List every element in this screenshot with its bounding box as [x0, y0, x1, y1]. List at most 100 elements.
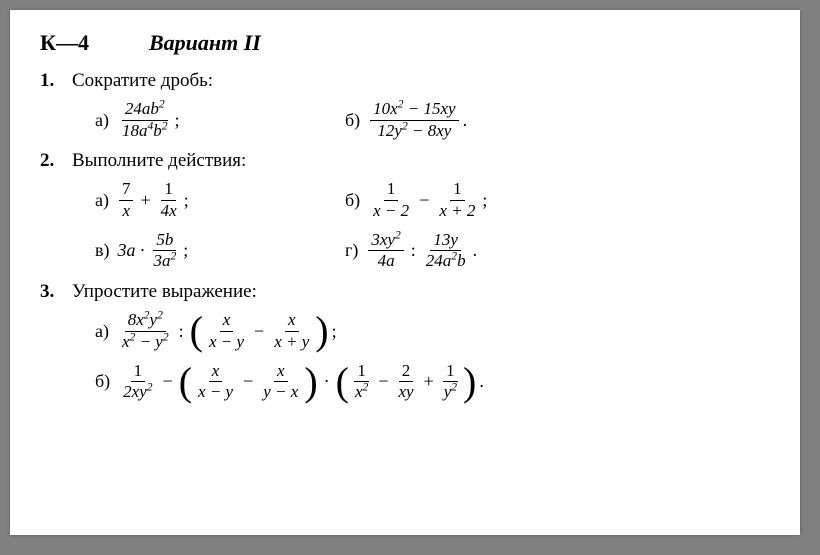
problem-number: 1.	[40, 70, 68, 92]
numerator: 1	[384, 180, 399, 201]
item-3b: б) 1 2xy2 − ( x x − y − x y − x ) · (	[95, 362, 484, 402]
denominator: 24a2b	[423, 251, 469, 271]
item-2v: в) 3a · 5b 3a2 ;	[95, 231, 345, 271]
operator: −	[419, 190, 429, 211]
left-paren: (	[179, 368, 192, 396]
denominator: x + y	[271, 332, 312, 352]
fraction: 3xy2 4a	[368, 231, 403, 271]
problem-title: Сократите дробь:	[72, 70, 213, 91]
operator: −	[254, 321, 264, 342]
term: 3a ·	[118, 240, 145, 261]
numerator: x	[209, 362, 223, 383]
operator: −	[243, 371, 253, 392]
numerator: 7	[119, 180, 134, 201]
fraction: 2 xy	[395, 362, 416, 402]
problem-2-row-2: в) 3a · 5b 3a2 ; г) 3xy2 4a : 13y 24a2b	[95, 231, 760, 271]
operator: :	[411, 240, 416, 261]
numerator: 1	[443, 362, 458, 383]
problem-title: Упростите выражение:	[72, 281, 257, 302]
problem-2: 2. Выполните действия: а) 7 x + 1 4x ; б…	[40, 150, 760, 271]
fraction: x x − y	[195, 362, 236, 402]
punctuation: ;	[183, 240, 188, 261]
fraction: 1 x2	[352, 362, 371, 402]
worksheet-page: К—4 Вариант II 1. Сократите дробь: а) 24…	[10, 10, 800, 535]
problem-1: 1. Сократите дробь: а) 24ab2 18a4b2 ; б)…	[40, 70, 760, 140]
numerator: 1	[450, 180, 465, 201]
fraction: 8x2y2 x2 − y2	[119, 311, 172, 351]
denominator: y2	[441, 382, 460, 402]
left-paren: (	[336, 368, 349, 396]
numerator: 13y	[430, 231, 461, 252]
denominator: x	[119, 201, 133, 221]
fraction: 13y 24a2b	[423, 231, 469, 271]
numerator: 8x2y2	[125, 311, 166, 332]
item-1a: а) 24ab2 18a4b2 ;	[95, 100, 345, 140]
operator: −	[378, 371, 388, 392]
item-label: а)	[95, 190, 109, 211]
numerator: 10x2 − 15xy	[370, 100, 458, 121]
problem-2-row-1: а) 7 x + 1 4x ; б) 1 x − 2 −	[95, 180, 760, 220]
denominator: y − x	[260, 382, 301, 402]
item-2b: б) 1 x − 2 − 1 x + 2 ;	[345, 180, 645, 220]
operator: −	[163, 371, 173, 392]
punctuation: .	[473, 240, 478, 261]
numerator: x	[274, 362, 288, 383]
punctuation: ;	[332, 321, 337, 342]
problem-3a: а) 8x2y2 x2 − y2 : ( x x − y − x x + y )…	[95, 311, 760, 351]
problem-3b: б) 1 2xy2 − ( x x − y − x y − x ) · (	[95, 362, 760, 402]
operator: +	[140, 190, 150, 211]
problem-number: 2.	[40, 150, 68, 172]
item-label: а)	[95, 110, 109, 131]
denominator: xy	[395, 382, 416, 402]
item-label: а)	[95, 321, 109, 342]
operator: +	[424, 371, 434, 392]
fraction: 1 x − 2	[370, 180, 412, 220]
right-paren: )	[315, 317, 328, 345]
numerator: 2	[399, 362, 414, 383]
denominator: 4a	[375, 251, 398, 271]
fraction: x x + y	[271, 311, 312, 351]
fraction: x x − y	[206, 311, 247, 351]
item-2g: г) 3xy2 4a : 13y 24a2b .	[345, 231, 645, 271]
punctuation: ;	[175, 110, 180, 131]
numerator: 3xy2	[368, 231, 403, 252]
numerator: x	[285, 311, 299, 332]
denominator: x + 2	[436, 201, 478, 221]
item-label: г)	[345, 240, 358, 261]
punctuation: ;	[184, 190, 189, 211]
item-label: б)	[345, 190, 360, 211]
item-label: б)	[345, 110, 360, 131]
denominator: x − 2	[370, 201, 412, 221]
denominator: 4x	[158, 201, 180, 221]
right-paren: )	[304, 368, 317, 396]
problem-3: 3. Упростите выражение: а) 8x2y2 x2 − y2…	[40, 281, 760, 402]
punctuation: .	[463, 110, 468, 131]
fraction: 24ab2 18a4b2	[119, 100, 171, 140]
fraction: 1 2xy2	[120, 362, 155, 402]
numerator: 1	[131, 362, 146, 383]
denominator: x2 − y2	[119, 332, 172, 352]
denominator: 3a2	[151, 251, 180, 271]
denominator: 18a4b2	[119, 121, 171, 141]
problem-1-row: а) 24ab2 18a4b2 ; б) 10x2 − 15xy 12y2 − …	[95, 100, 760, 140]
numerator: 1	[354, 362, 369, 383]
item-2a: а) 7 x + 1 4x ;	[95, 180, 345, 220]
denominator: 2xy2	[120, 382, 155, 402]
item-1b: б) 10x2 − 15xy 12y2 − 8xy .	[345, 100, 645, 140]
test-code: К—4	[40, 30, 89, 56]
variant-label: Вариант II	[149, 30, 261, 56]
operator: ·	[324, 371, 330, 392]
numerator: x	[220, 311, 234, 332]
fraction: 5b 3a2	[151, 231, 180, 271]
fraction: 1 x + 2	[436, 180, 478, 220]
punctuation: ;	[482, 190, 487, 211]
operator: :	[179, 321, 184, 342]
problem-title: Выполните действия:	[72, 150, 246, 171]
denominator: 12y2 − 8xy	[374, 121, 454, 141]
numerator: 5b	[153, 231, 176, 252]
left-paren: (	[190, 317, 203, 345]
denominator: x − y	[206, 332, 247, 352]
numerator: 24ab2	[122, 100, 168, 121]
fraction: x y − x	[260, 362, 301, 402]
item-label: б)	[95, 371, 110, 392]
